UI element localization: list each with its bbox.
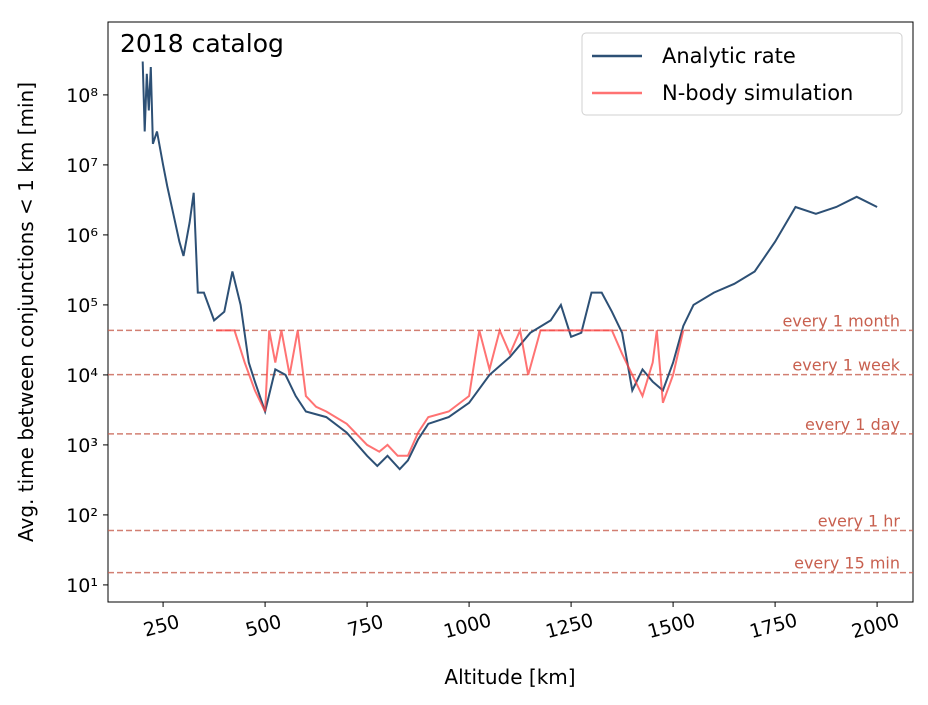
x-tick-label: 2000 (849, 609, 901, 643)
legend-box (581, 32, 903, 116)
y-tick-label: 10⁷ (66, 155, 98, 177)
y-tick-label: 10¹ (66, 575, 98, 597)
y-tick-label: 10⁵ (66, 295, 98, 317)
legend-label: Analytic rate (662, 44, 796, 68)
y-tick-label: 10⁶ (66, 225, 98, 247)
x-tick-label: 1250 (543, 609, 595, 643)
reference-label: every 15 min (794, 554, 900, 573)
reference-label: every 1 hr (818, 511, 901, 530)
series-line (141, 61, 878, 471)
x-tick-label: 1500 (645, 609, 697, 643)
legend-label: N-body simulation (662, 81, 853, 105)
x-tick-label: 500 (243, 611, 284, 642)
annotation: 2018 catalog (120, 29, 284, 58)
x-tick-label: 1750 (747, 609, 799, 643)
plot-frame (107, 21, 914, 603)
y-tick-label: 10² (66, 505, 98, 527)
x-tick-label: 1000 (441, 609, 493, 643)
x-tick-label: 250 (141, 611, 182, 642)
reference-label: every 1 month (783, 311, 900, 330)
y-axis-label: Avg. time between conjunctions < 1 km [m… (14, 82, 38, 542)
series-line (216, 326, 685, 457)
x-tick-label: 750 (345, 611, 386, 642)
x-axis-label: Altitude [km] (444, 665, 575, 689)
reference-label: every 1 week (792, 356, 900, 375)
y-tick-label: 10⁸ (66, 85, 98, 107)
y-tick-label: 10³ (66, 435, 98, 457)
y-tick-label: 10⁴ (66, 365, 98, 387)
reference-label: every 1 day (805, 415, 900, 434)
